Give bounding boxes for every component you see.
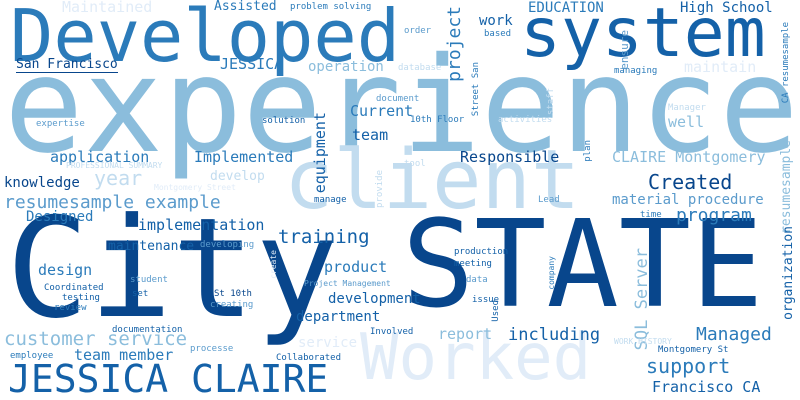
word-coordinated: Coordinated	[44, 283, 104, 293]
word-application: application	[50, 148, 150, 166]
word-montgomery-st: Montgomery St	[658, 345, 729, 355]
word-manage: manage	[314, 195, 347, 205]
word-montgomery-street: Montgomery Street	[154, 183, 236, 192]
word-managing: managing	[614, 66, 658, 76]
word-issue: issue	[472, 295, 500, 305]
word-product: product	[324, 258, 388, 276]
word-state: STATE	[402, 196, 764, 335]
word-meeting: meeting	[454, 259, 492, 269]
word-report: report	[438, 325, 493, 343]
word-equipment: equipment	[311, 112, 329, 194]
word-current: Current	[350, 102, 414, 120]
word-high-school: High School	[680, 0, 773, 16]
word-resumesample-example: resumesample example	[4, 192, 221, 213]
word-expertise: expertise	[36, 119, 85, 129]
word-experience: experience	[4, 29, 799, 183]
word-support: support	[646, 354, 731, 378]
word-based: based	[484, 29, 512, 39]
word-material-procedure: material procedure	[612, 192, 764, 208]
word-organization: organization	[781, 226, 796, 320]
word-ensure: ensure	[618, 30, 631, 70]
word-time: time	[640, 210, 662, 220]
word-data: data	[466, 275, 488, 285]
word-implementation: implementation	[138, 216, 265, 234]
word-san-francisco: San Francisco	[16, 57, 118, 73]
word-city: City	[6, 188, 339, 349]
word-street-san: Street San	[471, 62, 481, 117]
word-service: service	[298, 335, 358, 351]
word-designed: Designed	[26, 209, 94, 225]
word-develop: develop	[210, 169, 265, 184]
word-developed: Developed	[10, 0, 401, 78]
word-staff: staff	[546, 88, 556, 116]
word-review: review	[54, 303, 87, 313]
word-document: document	[376, 94, 420, 104]
word-responsible: Responsible	[460, 148, 560, 166]
word-testing: testing	[62, 293, 100, 303]
word-jessica-claire: JESSICA CLAIRE	[8, 357, 329, 400]
word-client: client	[284, 133, 581, 228]
word-maintained: Maintained	[62, 0, 153, 16]
word-10th-floor: 10th Floor	[410, 115, 465, 125]
word-manager: Manager	[668, 103, 706, 113]
word-creating: creating	[210, 300, 254, 310]
word-used: Used	[491, 300, 501, 322]
word-provide: provide	[375, 170, 385, 208]
word-design: design	[38, 261, 93, 279]
word-created: Created	[648, 170, 733, 194]
word-company: company	[547, 256, 556, 290]
word-knowledge: knowledge	[4, 175, 80, 191]
word-developing: developing	[200, 240, 255, 250]
word-assisted: Assisted	[214, 0, 277, 14]
word-program: program	[676, 205, 752, 226]
word-student: student	[130, 275, 168, 285]
word-st-10th: St 10th	[214, 289, 252, 299]
word-system: system	[520, 0, 766, 73]
word-sql-server: SQL Server	[632, 248, 652, 351]
word-involved: Involved	[370, 327, 414, 337]
word-work: work	[479, 13, 513, 29]
word-operation: operation	[308, 59, 384, 75]
word-processe: processe	[190, 344, 234, 354]
word-customer-service: customer service	[4, 328, 188, 350]
word-team-member: team member	[74, 346, 174, 364]
word-professional-summary: PROFESSIONAL SUMMARY	[66, 161, 163, 170]
word-solution: solution	[262, 116, 306, 126]
word-problem-solving: problem solving	[290, 2, 372, 12]
word-resumesample: resumesample	[779, 140, 794, 234]
word-development: development	[328, 291, 421, 307]
word-well: well	[668, 113, 705, 131]
word-implemented: Implemented	[194, 148, 294, 166]
word-order: order	[404, 26, 432, 36]
word-training: training	[278, 226, 370, 248]
word-year: year	[94, 166, 143, 190]
word-department: department	[296, 309, 381, 325]
word-maintenance: maintenance	[108, 239, 195, 254]
word-tool: tool	[404, 159, 426, 169]
word-work-history: WORK HISTORY	[614, 337, 672, 346]
word-plan: plan	[583, 140, 593, 162]
word-documentation: documentation	[112, 325, 183, 335]
word-project-management: Project Management	[304, 279, 391, 288]
word-francisco-ca: Francisco CA	[652, 378, 761, 396]
word-ca-resumesample: CA resumesample	[781, 22, 791, 104]
word-activities: activities	[498, 115, 553, 125]
word-set: set	[132, 289, 149, 299]
word-maintain: maintain	[684, 58, 757, 76]
word-worked: Worked	[360, 321, 592, 395]
word-lead: Lead	[538, 195, 560, 205]
word-project: project	[444, 6, 465, 82]
word-including: including	[508, 325, 601, 345]
word-managed: Managed	[696, 324, 772, 345]
word-employee: employee	[10, 351, 54, 361]
word-database: database	[398, 63, 442, 73]
word-jessica: JESSICA	[220, 55, 284, 73]
word-create: create	[269, 250, 278, 279]
word-claire-montgomery: CLAIRE Montgomery	[612, 148, 766, 166]
word-production: production	[454, 247, 509, 257]
word-education: EDUCATION	[528, 0, 604, 16]
word-collaborated: Collaborated	[276, 353, 342, 363]
word-team: team	[352, 126, 389, 144]
